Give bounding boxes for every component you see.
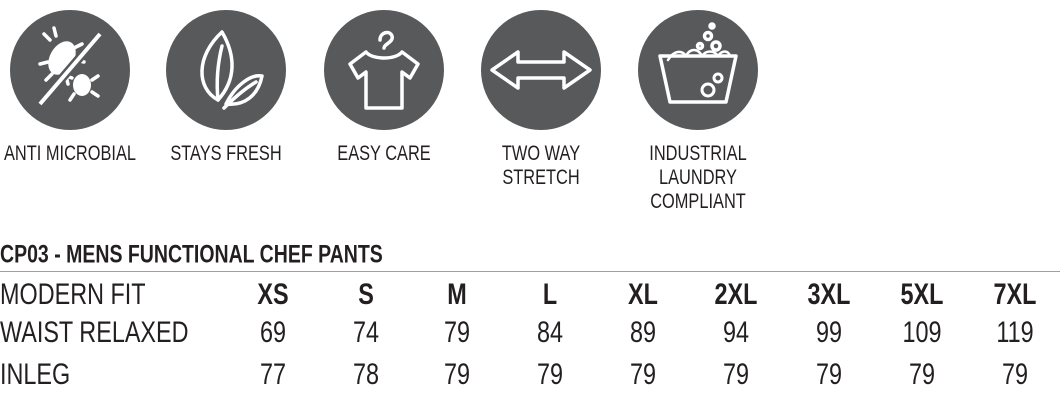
header-label: MODERN FIT: [0, 278, 146, 311]
size-header: M: [447, 278, 467, 311]
rule: [0, 271, 1060, 272]
microbe-icon: [36, 26, 104, 107]
leaf-icon: [200, 30, 264, 110]
measurement: 79: [1001, 358, 1029, 391]
size-header: 2XL: [714, 278, 758, 311]
measurement: 99: [815, 316, 843, 349]
measurement: 79: [536, 358, 564, 391]
size-header: 3XL: [807, 278, 851, 311]
size-header: XL: [628, 278, 658, 311]
table-title: CP03 - MENS FUNCTIONAL CHEF PANTS: [0, 240, 383, 269]
stretch-icon: [490, 50, 592, 90]
measurement: 94: [722, 316, 750, 349]
measurement: 78: [352, 358, 380, 391]
measurement: 79: [443, 316, 471, 349]
feature-label: STAYS FRESH: [170, 142, 282, 165]
icon-circle: [166, 10, 286, 130]
measurement: 74: [352, 316, 380, 349]
measurement: 79: [443, 358, 471, 391]
icon-circle: [638, 10, 758, 130]
size-header: 5XL: [900, 278, 944, 311]
shirt-icon: [348, 30, 420, 110]
measurement: 79: [629, 358, 657, 391]
size-header: L: [542, 278, 558, 311]
feature-label: STRETCH: [502, 166, 580, 189]
measurement: 69: [259, 316, 287, 349]
row-label: INLEG: [0, 358, 71, 391]
measurement: 119: [996, 316, 1034, 349]
measurement: 79: [722, 358, 750, 391]
size-header: XS: [257, 278, 289, 311]
feature-icons: [10, 10, 758, 130]
feature-label: LAUNDRY: [659, 166, 737, 189]
feature-label: TWO WAY: [501, 142, 581, 165]
row-label: WAIST RELAXED: [0, 316, 189, 349]
measurement: 89: [629, 316, 657, 349]
measurement: 79: [908, 358, 936, 391]
size-header: S: [358, 278, 374, 311]
icon-circle: [324, 10, 444, 130]
feature-label: ANTI MICROBIAL: [4, 142, 136, 165]
feature-label: EASY CARE: [337, 142, 431, 165]
icon-circle: [481, 10, 601, 130]
measurement: 109: [902, 316, 942, 349]
measurement: 79: [815, 358, 843, 391]
feature-label: INDUSTRIAL: [649, 142, 747, 165]
measurement: 84: [536, 316, 564, 349]
size-header: 7XL: [993, 278, 1037, 311]
measurement: 77: [259, 358, 287, 391]
feature-label: COMPLIANT: [650, 190, 746, 213]
laundry-icon: [658, 22, 738, 104]
